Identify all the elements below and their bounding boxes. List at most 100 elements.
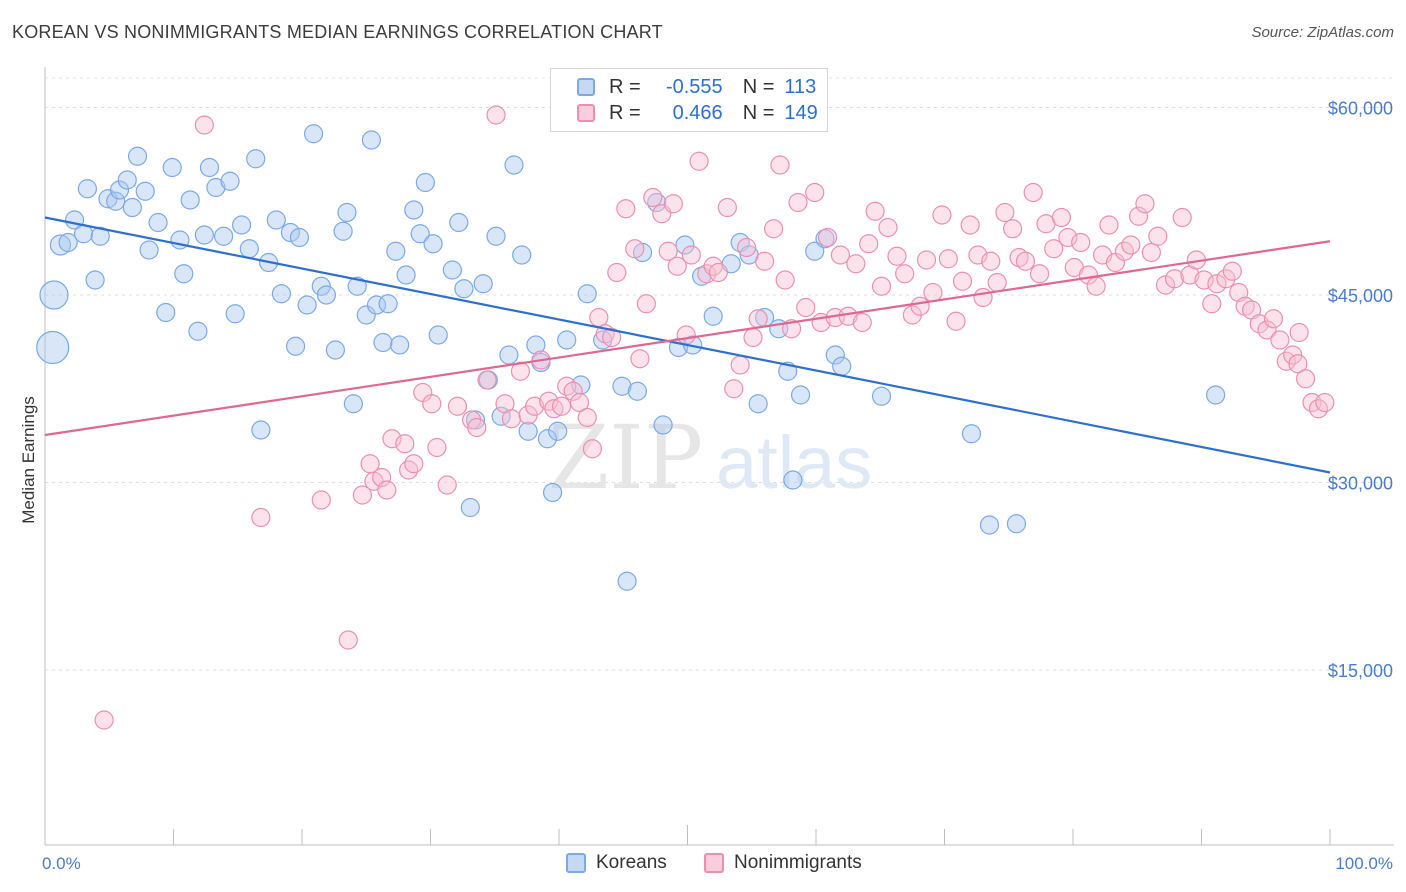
data-point	[981, 251, 1001, 271]
data-point	[428, 325, 448, 345]
legend-item-koreans[interactable]: Koreans	[566, 852, 667, 874]
y-axis-title: Median Earnings	[19, 396, 38, 524]
data-points	[36, 105, 1335, 730]
data-point	[1216, 269, 1236, 289]
legend-label: Nonimmigrants	[734, 852, 862, 873]
watermark-atlas: atlas	[716, 421, 872, 504]
data-point	[607, 262, 627, 283]
data-point	[1086, 276, 1106, 296]
data-point	[106, 191, 126, 211]
legend-r-label: R =	[609, 75, 641, 98]
data-point	[271, 284, 292, 304]
koreans-legend-icon	[566, 853, 586, 873]
data-point	[1003, 219, 1023, 239]
data-point	[708, 262, 728, 283]
data-point	[783, 470, 803, 490]
data-point	[390, 335, 410, 355]
data-point	[952, 271, 973, 291]
data-point	[887, 246, 907, 266]
data-point	[1194, 270, 1214, 290]
data-point	[643, 187, 663, 208]
data-point	[589, 307, 609, 328]
data-point	[442, 260, 462, 280]
data-point	[109, 180, 130, 200]
data-point	[1051, 207, 1072, 228]
data-point	[90, 226, 110, 246]
gridlines	[45, 77, 1394, 671]
data-point	[338, 630, 358, 650]
data-point	[676, 325, 696, 345]
legend-item-nonimmigrants[interactable]: Nonimmigrants	[704, 852, 862, 874]
legend-n-label: N =	[742, 101, 775, 124]
data-point	[77, 179, 98, 199]
data-point	[206, 177, 226, 198]
data-point	[1249, 314, 1269, 334]
data-point	[663, 194, 683, 214]
legend-row-nonimmigrants: R = 0.466 N = 149	[551, 100, 818, 126]
data-point	[537, 429, 558, 449]
data-point	[343, 394, 363, 414]
data-point	[1172, 207, 1192, 228]
data-point	[477, 370, 497, 390]
data-point	[871, 276, 892, 296]
data-point	[1270, 330, 1290, 350]
data-point	[378, 294, 398, 314]
data-point	[703, 256, 723, 276]
data-point	[724, 379, 744, 399]
data-point	[995, 202, 1015, 223]
data-point	[557, 330, 577, 350]
trend-lines	[44, 216, 1331, 474]
data-point	[1263, 309, 1284, 329]
data-point	[878, 217, 898, 238]
data-point	[946, 311, 966, 331]
data-point	[737, 237, 757, 258]
data-point	[923, 282, 943, 303]
data-point	[859, 234, 879, 254]
data-point	[1148, 226, 1168, 246]
data-point	[1015, 251, 1036, 271]
source-label: Source: ZipAtlas.com	[1251, 24, 1394, 41]
data-point	[174, 264, 194, 284]
data-point	[399, 460, 419, 480]
data-point	[377, 480, 397, 500]
data-point	[852, 312, 872, 333]
data-point	[361, 130, 381, 150]
data-point	[139, 240, 159, 260]
data-point	[895, 264, 915, 284]
legend-n-value: 149	[784, 101, 818, 124]
y-tick-label: $15,000	[1328, 661, 1393, 681]
data-point	[865, 201, 885, 221]
data-point	[289, 227, 310, 248]
data-point	[775, 270, 795, 290]
data-point	[395, 434, 415, 454]
data-point	[225, 304, 245, 324]
data-point	[1078, 265, 1099, 285]
data-point	[938, 249, 958, 269]
data-point	[36, 330, 70, 365]
data-point	[730, 355, 750, 375]
data-point	[817, 227, 838, 248]
data-point	[805, 182, 825, 203]
data-point	[214, 226, 234, 246]
legend-row-koreans: R = -0.555 N = 113	[551, 74, 816, 100]
data-point	[770, 155, 790, 175]
data-point	[627, 381, 647, 401]
watermark-zip: ZIP	[548, 406, 703, 509]
axes	[44, 67, 1394, 846]
data-point	[612, 376, 632, 396]
data-point	[499, 345, 519, 365]
data-point	[454, 279, 474, 299]
data-point	[94, 710, 114, 730]
data-point	[524, 396, 545, 416]
y-tick-label: $30,000	[1328, 474, 1393, 494]
data-point	[1207, 274, 1227, 294]
legend-r-value: -0.555	[665, 75, 723, 98]
data-point	[526, 335, 546, 355]
data-point	[548, 421, 568, 441]
data-point	[251, 420, 271, 440]
data-point	[122, 197, 142, 218]
series-0-points	[36, 124, 1226, 591]
data-point	[467, 417, 487, 438]
data-point	[1141, 242, 1161, 263]
data-point	[960, 215, 980, 235]
